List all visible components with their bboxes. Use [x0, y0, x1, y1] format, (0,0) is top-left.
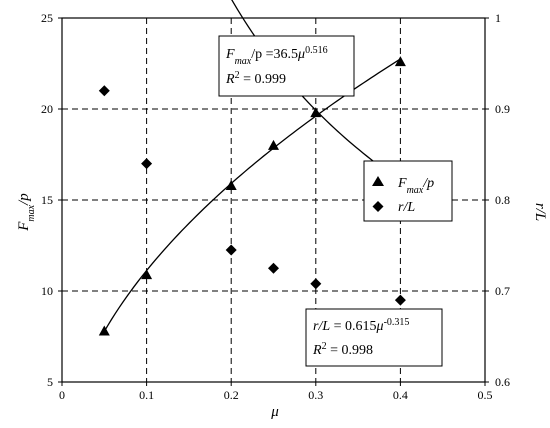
- legend-label-rl: r/L: [398, 200, 415, 215]
- x-tick-label: 0.4: [393, 388, 408, 402]
- x-tick-label: 0.5: [478, 388, 493, 402]
- data-point-rl: [268, 262, 279, 274]
- fmax-equation: Fmax/p =36.5μ0.516: [225, 45, 328, 67]
- rl-equation-box: r/L = 0.615μ-0.315 R2 = 0.998: [305, 308, 443, 367]
- y-right-tick-label: 0.9: [495, 102, 510, 116]
- y-right-tick-label: 0.8: [495, 193, 510, 207]
- rl-r2: R2 = 0.998: [312, 341, 373, 359]
- data-point-rl: [141, 158, 153, 170]
- data-point-fmax: [310, 107, 322, 118]
- fmax-equation-frame: [218, 35, 355, 97]
- x-axis-ticks: 0 0.1 0.2 0.3 0.4 0.5: [59, 382, 493, 402]
- y-left-tick-label: 25: [41, 11, 53, 25]
- y-right-tick-label: 0.6: [495, 375, 510, 389]
- y-left-tick-label: 5: [47, 375, 53, 389]
- y-left-tick-label: 15: [41, 193, 53, 207]
- fit-curve-rl: [231, 0, 401, 182]
- y-left-tick-label: 10: [41, 284, 53, 298]
- y-right-tick-label: 1: [495, 11, 501, 25]
- legend-diamond-marker: [372, 201, 384, 212]
- y-left-tick-label: 20: [41, 102, 53, 116]
- x-axis-label: μ: [270, 404, 279, 420]
- data-point-fmax: [225, 179, 237, 190]
- data-point-rl: [394, 294, 406, 306]
- rl-equation-frame: [305, 308, 443, 367]
- data-point-rl: [98, 85, 110, 97]
- fmax-equation-box: Fmax/p =36.5μ0.516 R2 = 0.999: [218, 35, 355, 97]
- x-tick-label: 0: [59, 388, 65, 402]
- y-right-axis-ticks: 0.6 0.7 0.8 0.9 1: [485, 11, 510, 389]
- data-markers: [98, 56, 406, 336]
- data-point-rl: [310, 278, 322, 290]
- y-left-axis-label: Fmax/p: [16, 193, 37, 232]
- data-point-fmax: [268, 139, 279, 150]
- data-point-fmax: [394, 56, 406, 67]
- data-point-fmax: [98, 325, 110, 336]
- data-point-rl: [225, 244, 237, 256]
- legend: Fmax/p r/L: [363, 160, 453, 222]
- rl-equation: r/L = 0.615μ-0.315: [313, 317, 409, 335]
- y-right-axis-label: r/L: [532, 203, 548, 221]
- x-tick-label: 0.3: [308, 388, 323, 402]
- y-right-tick-label: 0.7: [495, 284, 510, 298]
- x-tick-label: 0.2: [224, 388, 239, 402]
- x-tick-label: 0.1: [139, 388, 154, 402]
- fmax-r2: R2 = 0.999: [225, 70, 286, 88]
- data-point-fmax: [141, 269, 153, 280]
- legend-label-fmax: Fmax/p: [397, 176, 434, 196]
- legend-triangle-marker: [372, 176, 384, 186]
- y-left-axis-ticks: 5 10 15 20 25: [41, 11, 62, 389]
